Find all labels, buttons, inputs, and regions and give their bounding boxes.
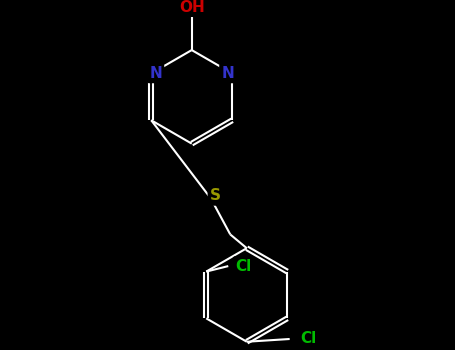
Text: N: N <box>222 66 234 81</box>
Text: N: N <box>149 66 162 81</box>
Text: OH: OH <box>179 0 205 15</box>
Text: Cl: Cl <box>300 331 317 346</box>
Text: S: S <box>210 188 221 203</box>
Text: Cl: Cl <box>235 259 251 274</box>
